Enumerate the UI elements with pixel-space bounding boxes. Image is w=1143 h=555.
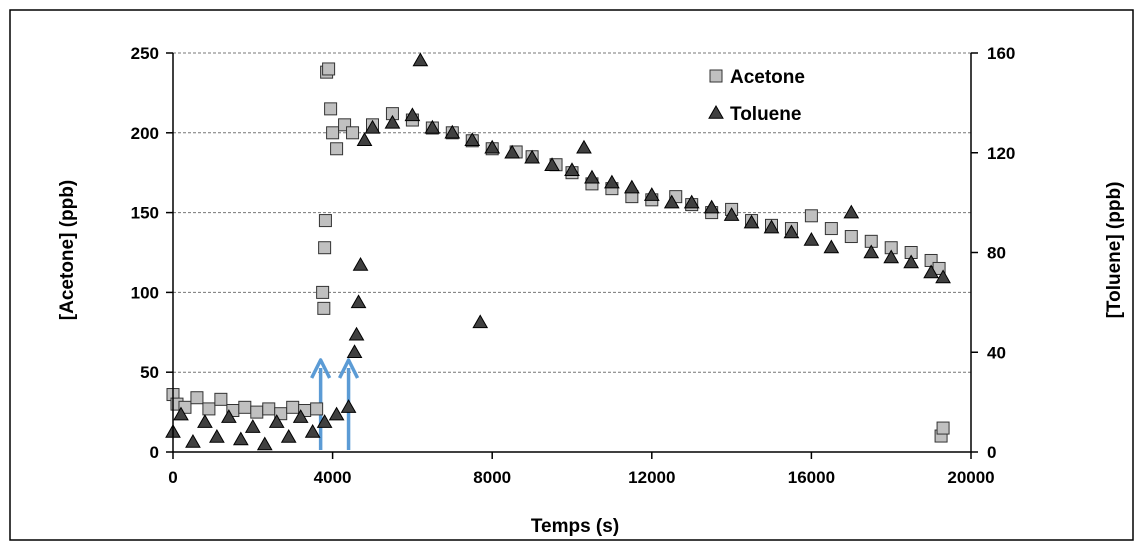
data-point-acetone	[845, 231, 857, 243]
y-tick-label-left: 0	[150, 443, 159, 462]
data-point-acetone	[805, 210, 817, 222]
data-point-acetone	[311, 403, 323, 415]
x-tick-label: 0	[168, 468, 177, 487]
y-tick-label-left: 50	[140, 363, 159, 382]
legend-label-acetone: Acetone	[730, 67, 805, 88]
y-tick-label-left: 150	[131, 204, 159, 223]
data-point-acetone	[203, 403, 215, 415]
x-axis-label: Temps (s)	[531, 516, 619, 537]
data-point-acetone	[825, 223, 837, 235]
y-tick-label-left: 250	[131, 44, 159, 63]
y-axis-right-label: [Toluene] (ppb)	[1104, 182, 1125, 319]
y-tick-label-left: 200	[131, 124, 159, 143]
data-point-acetone	[323, 63, 335, 75]
data-point-acetone	[287, 401, 299, 413]
y-tick-label-right: 80	[987, 244, 1006, 263]
x-tick-label: 16000	[788, 468, 835, 487]
data-point-acetone	[318, 302, 330, 314]
data-point-acetone	[319, 215, 331, 227]
data-point-acetone	[327, 127, 339, 139]
y-axis-left-label: [Acetone] (ppb)	[57, 180, 78, 320]
x-tick-label: 20000	[947, 468, 994, 487]
y-tick-label-right: 120	[987, 144, 1015, 163]
data-point-acetone	[191, 392, 203, 404]
data-point-acetone	[331, 143, 343, 155]
data-point-acetone	[251, 406, 263, 418]
y-tick-label-right: 0	[987, 443, 996, 462]
y-tick-label-right: 160	[987, 44, 1015, 63]
data-point-acetone	[239, 401, 251, 413]
data-point-acetone	[937, 422, 949, 434]
data-point-acetone	[263, 403, 275, 415]
data-point-acetone	[347, 127, 359, 139]
data-point-acetone	[319, 242, 331, 254]
x-tick-label: 4000	[314, 468, 352, 487]
data-point-acetone	[317, 286, 329, 298]
y-tick-label-right: 40	[987, 343, 1006, 362]
legend-marker-acetone	[710, 70, 722, 82]
data-point-acetone	[215, 393, 227, 405]
legend-label-toluene: Toluene	[730, 104, 801, 125]
x-tick-label: 8000	[473, 468, 511, 487]
data-point-acetone	[325, 103, 337, 115]
y-tick-label-left: 100	[131, 283, 159, 302]
x-tick-label: 12000	[628, 468, 675, 487]
